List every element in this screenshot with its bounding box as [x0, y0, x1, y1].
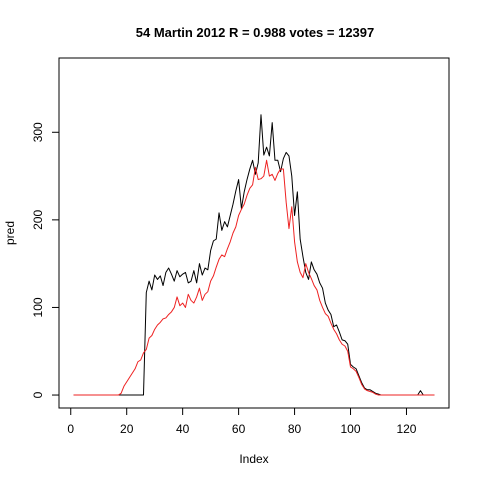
- x-axis-label: Index: [239, 452, 268, 466]
- series-layer: [73, 114, 435, 396]
- x-tick-label: 100: [341, 422, 361, 436]
- y-tick-label: 100: [31, 297, 45, 317]
- x-tick-label: 20: [120, 422, 134, 436]
- y-tick-label: 300: [31, 122, 45, 142]
- x-axis: 0 20 40 60 80 100 120: [67, 407, 417, 436]
- y-axis: 0 100 200 300: [31, 122, 60, 398]
- x-tick-label: 120: [396, 422, 416, 436]
- x-tick-label: 80: [288, 422, 302, 436]
- x-tick-label: 40: [176, 422, 190, 436]
- series-line-red: [73, 159, 435, 396]
- y-tick-label: 0: [31, 391, 45, 398]
- x-tick-label: 0: [67, 422, 74, 436]
- y-axis-label: pred: [3, 221, 17, 245]
- chart-title: 54 Martin 2012 R = 0.988 votes = 12397: [136, 25, 375, 40]
- y-tick-label: 200: [31, 210, 45, 230]
- x-tick-label: 60: [232, 422, 246, 436]
- series-line-black: [73, 114, 435, 396]
